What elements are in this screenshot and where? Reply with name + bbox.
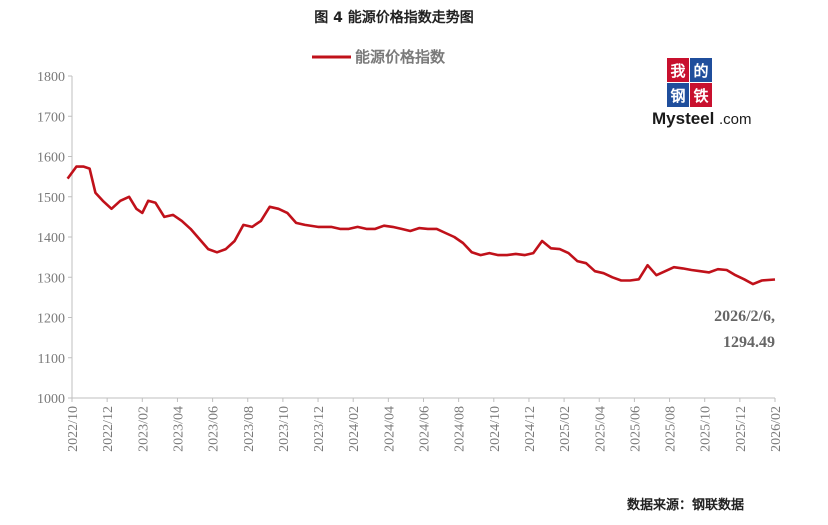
x-tick-label: 2024/06 [418,406,433,452]
logo-suffix: .com [719,111,752,128]
x-tick-label: 2023/04 [171,406,186,452]
annotation-date: 2026/2/6, [714,308,775,325]
y-tick-label: 1400 [37,231,65,246]
logo-char-4: 铁 [693,87,708,105]
end-annotation: 2026/2/6, 1294.49 [714,308,775,351]
y-tick-label: 1300 [37,271,65,286]
x-tick-label: 2024/08 [453,406,468,452]
annotation-value: 1294.49 [723,334,775,351]
x-tick-label: 2022/10 [66,406,81,452]
series-line-0 [66,165,776,286]
x-tick-label: 2023/12 [312,406,327,452]
x-tick-label: 2026/02 [769,406,784,452]
logo-block-1 [667,58,689,82]
logo-block-4 [690,83,712,107]
x-tick-label: 2023/02 [136,406,151,452]
x-tick-label: 2025/08 [664,406,679,452]
x-tick-label: 2025/12 [734,406,749,452]
x-tick-label: 2025/10 [699,406,714,452]
data-source: 数据来源：钢联数据 [627,497,744,513]
mysteel-logo: 我 的 钢 铁 Mysteel .com [652,58,752,128]
x-tick-label: 2025/02 [558,406,573,452]
legend-label: 能源价格指数 [355,48,446,66]
x-tick-label: 2024/10 [488,406,503,452]
logo-block-3 [667,83,689,107]
logo-brand: Mysteel [652,109,714,128]
x-tick-label: 2023/08 [242,406,257,452]
series-layer [66,165,776,286]
logo-char-2: 的 [693,62,708,80]
legend: 能源价格指数 [312,48,446,66]
logo-char-3: 钢 [670,87,685,105]
x-axis-ticks: 2022/10 2022/12 2023/02 2023/04 2023/06 2023/… [66,398,784,452]
y-tick-label: 1000 [37,392,65,407]
y-tick-label: 1200 [37,312,65,327]
x-tick-label: 2024/04 [382,406,397,452]
y-tick-label: 1100 [38,352,65,367]
y-tick-label: 1700 [37,110,65,125]
x-tick-label: 2023/10 [277,406,292,452]
logo-char-1: 我 [670,62,685,80]
y-tick-label: 1600 [37,151,65,166]
figure-title: 图 4 能源价格指数走势图 [314,9,474,26]
x-tick-label: 2024/12 [523,406,538,452]
x-tick-label: 2025/06 [628,406,643,452]
y-tick-label: 1800 [37,70,65,85]
x-tick-label: 2022/12 [101,406,116,452]
x-tick-label: 2024/02 [347,406,362,452]
x-tick-label: 2023/06 [207,406,222,452]
logo-block-2 [690,58,712,82]
x-tick-label: 2025/04 [593,406,608,452]
y-tick-label: 1500 [37,191,65,206]
y-axis-ticks: 1000 1100 1200 1300 1400 1500 1600 1700 1800 [37,70,72,407]
